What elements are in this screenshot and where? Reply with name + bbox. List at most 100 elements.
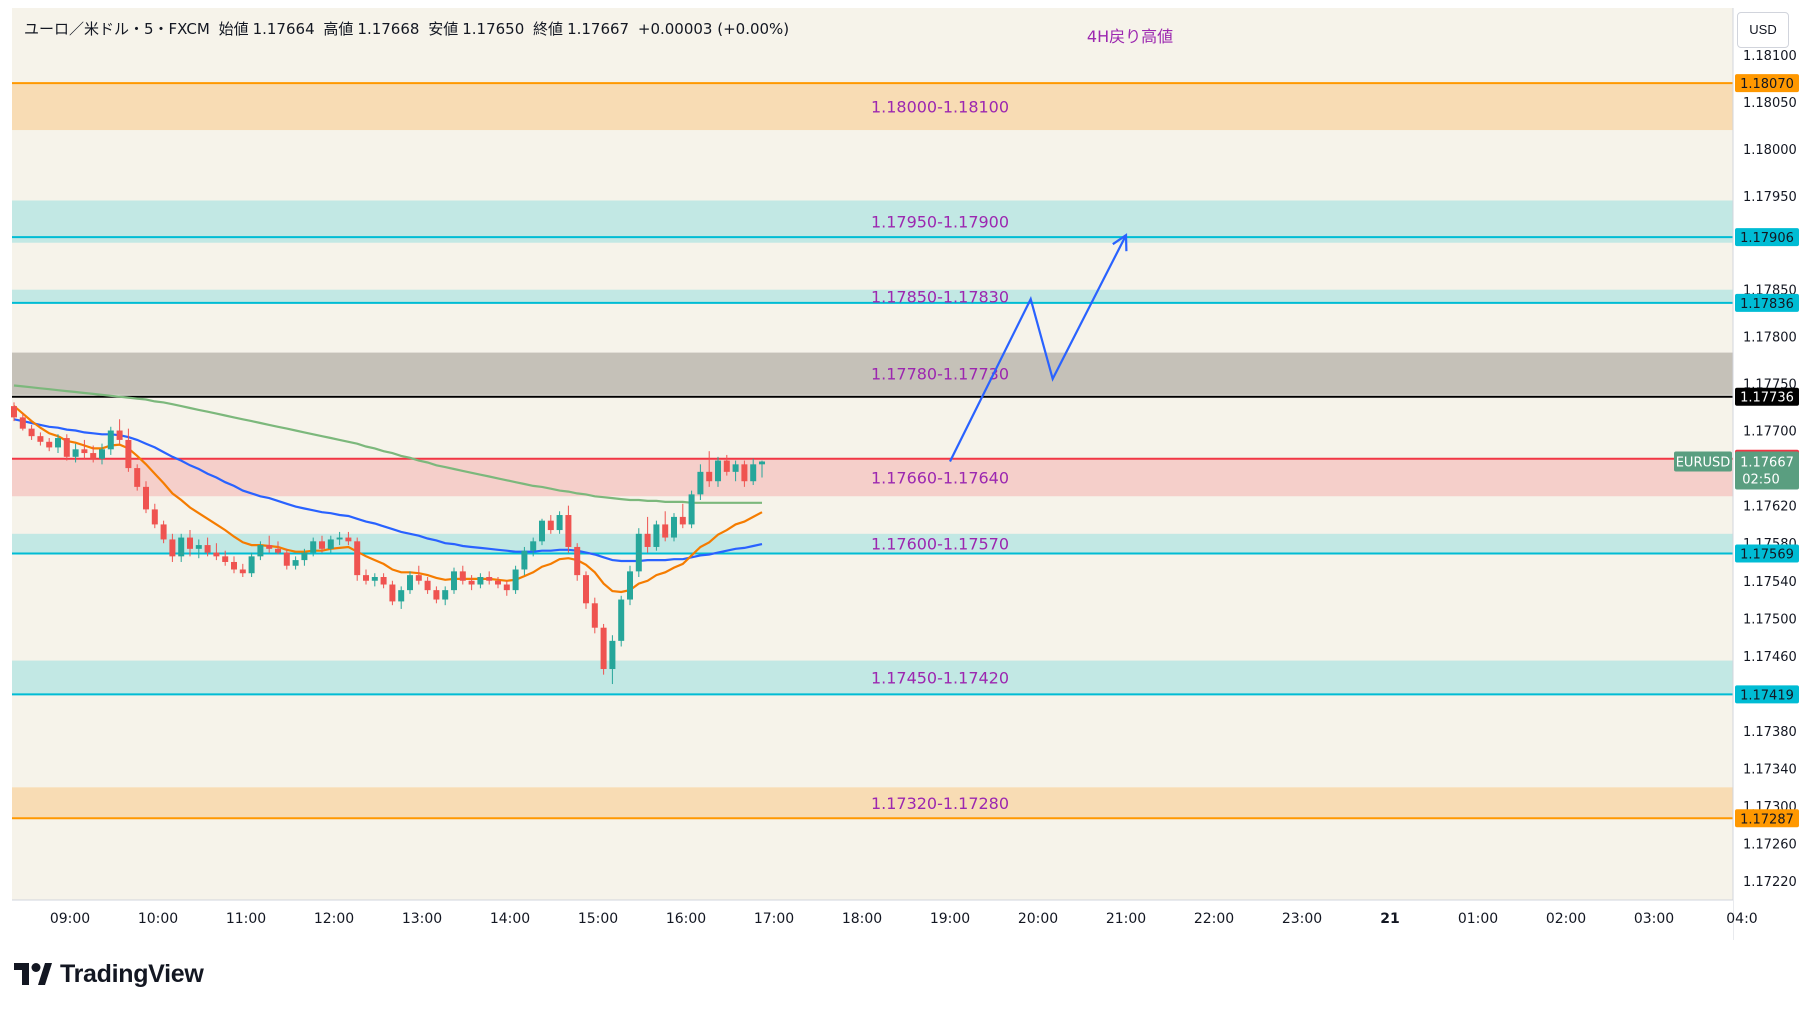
low-value: 1.17650: [462, 20, 525, 38]
candle-body: [512, 569, 519, 591]
candle-body: [134, 468, 141, 487]
price-label-bg: [1735, 544, 1799, 563]
candle-body: [354, 541, 361, 576]
candle-body: [81, 449, 88, 454]
candle-body: [266, 545, 273, 549]
candle-body: [415, 575, 422, 581]
candle-body: [380, 577, 387, 585]
candle-body: [530, 541, 537, 551]
brand-name: TradingView: [60, 959, 204, 988]
price-label-bg: [1735, 685, 1799, 704]
change-text: +0.00003 (+0.00%): [637, 20, 790, 38]
candle-body: [187, 537, 193, 549]
candle-body: [248, 556, 255, 574]
time-axis[interactable]: [12, 900, 1733, 940]
candle-body: [275, 548, 281, 553]
x-tick-label: 04:0: [1726, 911, 1757, 927]
candle-body: [143, 486, 149, 510]
y-tick-label: 1.17800: [1743, 331, 1797, 346]
symbol-legend: ユーロ／米ドル・5・FXCM 始値 1.17664 高値 1.17668 安値 1.1…: [24, 18, 793, 39]
candle-body: [618, 599, 625, 641]
candle-body: [195, 545, 202, 549]
candle-body: [231, 561, 237, 570]
ema-orange-line: [13, 405, 763, 594]
x-tick-label: 15:00: [578, 911, 618, 927]
candle-body: [750, 464, 757, 482]
candle-body: [125, 439, 132, 469]
chart-area[interactable]: 1.18000-1.18100 1.17950-1.17900 1.17850-1.…: [0, 0, 1815, 940]
y-tick-label: 1.17500: [1743, 612, 1797, 627]
candle-body: [662, 524, 669, 538]
candle-body: [363, 575, 369, 581]
candle-body: [19, 417, 26, 429]
y-tick-label: 1.17260: [1743, 838, 1797, 853]
price-chart[interactable]: 1.18000-1.18100 1.17950-1.17900 1.17850-1.…: [0, 0, 1815, 940]
forecast-path[interactable]: [949, 234, 1127, 462]
candle-body: [468, 580, 475, 585]
zone-label: 1.17320-1.17280: [871, 794, 1009, 813]
candle-body: [715, 460, 721, 482]
x-tick-label: 02:00: [1546, 911, 1586, 927]
price-label: 1.17836: [1740, 297, 1794, 312]
candle-body: [706, 471, 713, 482]
price-label-bg: [1735, 293, 1799, 312]
zone-band: [12, 660, 1733, 695]
candle-body: [583, 575, 589, 604]
candle-body: [627, 571, 633, 600]
candle-body: [459, 571, 466, 581]
price-label: 1.17569: [1740, 548, 1794, 563]
candle-body: [345, 537, 352, 542]
candle-body: [107, 430, 114, 450]
candle-body: [72, 449, 79, 457]
x-tick-label: 01:00: [1458, 911, 1498, 927]
candle-body: [327, 539, 334, 549]
candle-body: [486, 577, 493, 581]
y-tick-label: 1.18050: [1743, 96, 1797, 111]
candle-body: [222, 556, 229, 562]
candle-body: [697, 471, 704, 495]
candle-body: [679, 516, 686, 525]
candle-body: [644, 533, 651, 547]
candle-body: [55, 438, 61, 448]
price-label: 1.17287: [1740, 812, 1794, 827]
price-label: 1.17736: [1740, 391, 1794, 406]
candle-body: [407, 575, 413, 591]
price-label-bg: [1735, 228, 1799, 247]
zone-band: [12, 458, 1733, 497]
candle-body: [90, 453, 97, 459]
zone-label: 1.17780-1.17730: [871, 365, 1009, 384]
open-value: 1.17664: [252, 20, 315, 38]
candle-body: [591, 603, 598, 628]
zone-band: [12, 83, 1733, 131]
x-tick-label: 13:00: [402, 911, 442, 927]
candle-body: [213, 552, 220, 557]
tradingview-brand[interactable]: TradingView: [14, 958, 204, 990]
price-label: 1.17419: [1740, 688, 1794, 703]
candle-body: [204, 545, 211, 553]
candle-body: [574, 546, 581, 576]
x-tick-label: 23:00: [1282, 911, 1322, 927]
x-tick-label: 21: [1380, 911, 1399, 927]
candle-body: [741, 464, 748, 482]
zone-band: [12, 787, 1733, 819]
currency-button[interactable]: USD: [1737, 12, 1789, 48]
zone-label: 1.17450-1.17420: [871, 668, 1009, 687]
candle-body: [389, 584, 396, 602]
candle-body: [600, 627, 607, 670]
high-label: 高値: [323, 20, 354, 38]
y-tick-label: 1.17380: [1743, 725, 1797, 740]
y-tick-label: 1.17340: [1743, 763, 1797, 778]
price-label-bg: [1735, 387, 1799, 406]
candle-body: [28, 428, 35, 437]
zone-label: 1.17850-1.17830: [871, 287, 1009, 306]
x-tick-label: 18:00: [842, 911, 882, 927]
open-label: 始値: [218, 20, 249, 38]
annotation-label: 4H戻り高値: [1087, 27, 1173, 46]
candle-body: [565, 515, 572, 547]
candle-body: [477, 577, 484, 585]
zone-label: 1.17660-1.17640: [871, 468, 1009, 487]
candle-body: [310, 541, 317, 553]
price-label-bg: [1735, 809, 1799, 828]
candle-body: [723, 460, 730, 472]
candle-body: [635, 533, 642, 572]
